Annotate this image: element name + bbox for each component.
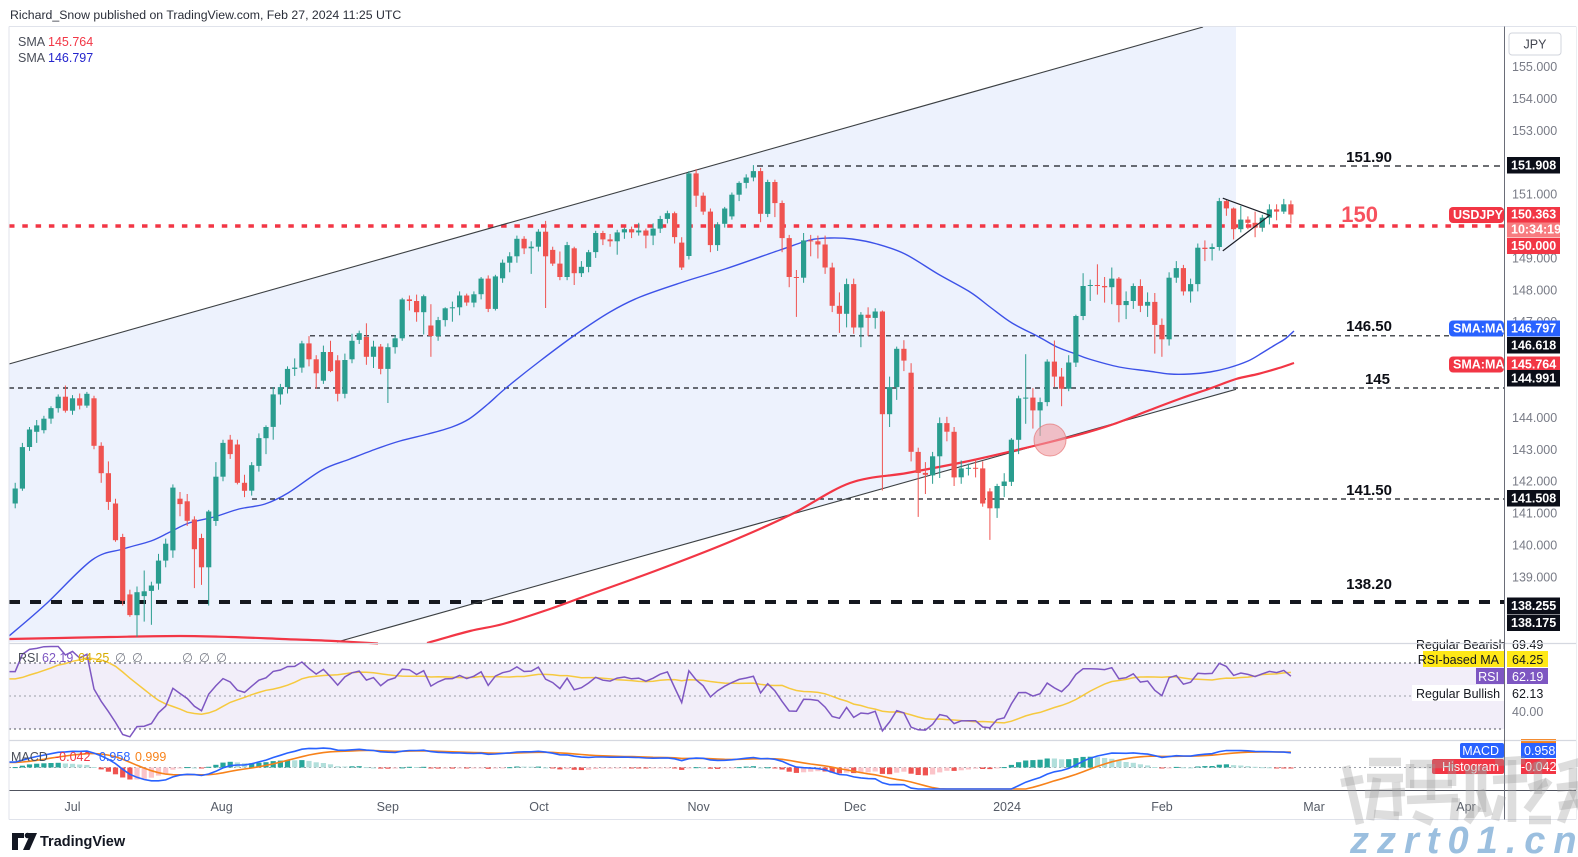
svg-text:146.50: 146.50 [1346,318,1392,335]
svg-text:145.764: 145.764 [48,35,93,49]
svg-text:∅: ∅ [182,651,193,665]
svg-text:141.508: 141.508 [1511,492,1556,506]
svg-text:-0.042: -0.042 [55,750,90,764]
svg-text:Dec: Dec [844,800,866,814]
svg-text:Nov: Nov [687,800,710,814]
svg-text:141.50: 141.50 [1346,482,1392,499]
svg-text:148.000: 148.000 [1512,283,1557,297]
svg-text:RSI: RSI [18,651,39,665]
svg-text:150: 150 [1341,202,1378,227]
svg-text:0.958: 0.958 [1524,744,1555,758]
svg-text:153.000: 153.000 [1512,124,1557,138]
svg-text:145.764: 145.764 [1511,358,1556,372]
svg-text:∅: ∅ [132,651,143,665]
svg-text:0.958: 0.958 [99,750,130,764]
svg-text:150.000: 150.000 [1511,239,1556,253]
svg-text:-0.042: -0.042 [1521,760,1556,774]
svg-text:149.000: 149.000 [1512,251,1557,265]
svg-text:145: 145 [1365,371,1390,388]
svg-text:SMA: SMA [18,51,46,65]
svg-text:144.000: 144.000 [1512,411,1557,425]
svg-text:138.175: 138.175 [1511,616,1556,630]
svg-text:Feb: Feb [1151,800,1173,814]
svg-text:154.000: 154.000 [1512,92,1557,106]
svg-text:RSI-based MA: RSI-based MA [1418,653,1500,667]
svg-text:146.797: 146.797 [1511,322,1556,336]
svg-text:Aug: Aug [210,800,232,814]
svg-text:JPY: JPY [1524,38,1548,52]
svg-text:Sep: Sep [377,800,399,814]
svg-text:141.000: 141.000 [1512,507,1557,521]
svg-text:Oct: Oct [529,800,549,814]
svg-text:SMA:MA: SMA:MA [1453,322,1504,336]
svg-text:62.19: 62.19 [1512,670,1543,684]
svg-text:69.49: 69.49 [1512,638,1543,652]
svg-text:Jul: Jul [65,800,81,814]
svg-text:143.000: 143.000 [1512,443,1557,457]
svg-text:∅: ∅ [216,651,227,665]
svg-text:64.25: 64.25 [78,651,109,665]
svg-text:0.999: 0.999 [135,750,166,764]
svg-text:151.90: 151.90 [1346,149,1392,166]
svg-text:∅: ∅ [199,651,210,665]
svg-text:151.000: 151.000 [1512,188,1557,202]
svg-text:138.255: 138.255 [1511,599,1556,613]
svg-text:MACD: MACD [1462,744,1499,758]
svg-text:∅: ∅ [115,651,126,665]
svg-text:62.19: 62.19 [42,651,73,665]
svg-text:zzrt01.cn: zzrt01.cn [1349,820,1578,857]
svg-text:Richard_Snow published on Trad: Richard_Snow published on TradingView.co… [10,8,401,22]
svg-text:139.000: 139.000 [1512,570,1557,584]
svg-text:62.13: 62.13 [1512,687,1543,701]
svg-text:SMA:MA: SMA:MA [1453,358,1504,372]
svg-text:151.908: 151.908 [1511,159,1556,173]
svg-text:40.00: 40.00 [1512,705,1543,719]
svg-text:RSI: RSI [1478,670,1499,684]
svg-text:SMA: SMA [18,35,46,49]
svg-text:MACD: MACD [11,750,48,764]
svg-text:TradingView: TradingView [40,834,126,850]
svg-text:155.000: 155.000 [1512,60,1557,74]
svg-text:Apr: Apr [1456,800,1475,814]
svg-text:146.797: 146.797 [48,51,93,65]
svg-text:Histogram: Histogram [1442,760,1499,774]
svg-text:Regular Bearish: Regular Bearish [1416,638,1506,652]
svg-text:USDJPY: USDJPY [1453,208,1504,222]
svg-text:150.363: 150.363 [1511,208,1556,222]
svg-text:142.000: 142.000 [1512,475,1557,489]
svg-text:10:34:19: 10:34:19 [1511,223,1561,237]
svg-text:Mar: Mar [1303,800,1325,814]
svg-text:140.000: 140.000 [1512,539,1557,553]
svg-text:144.991: 144.991 [1511,372,1556,386]
svg-text:Regular Bullish: Regular Bullish [1416,687,1500,701]
svg-text:64.25: 64.25 [1512,653,1543,667]
svg-text:138.20: 138.20 [1346,576,1392,593]
svg-text:146.618: 146.618 [1511,339,1556,353]
svg-text:2024: 2024 [993,800,1021,814]
